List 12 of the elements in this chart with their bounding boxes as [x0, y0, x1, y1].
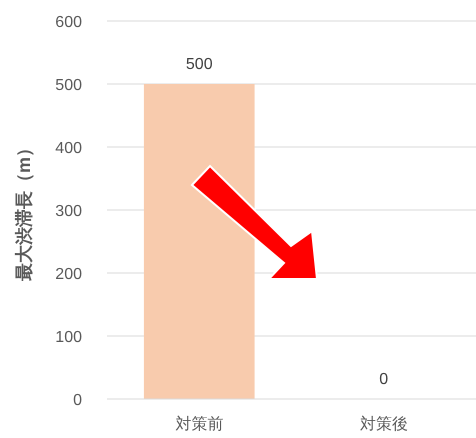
- y-tick-label: 200: [55, 266, 82, 283]
- y-tick-label: 500: [55, 77, 82, 94]
- y-tick-label: 100: [55, 329, 82, 346]
- data-label: 500: [186, 56, 213, 73]
- y-tick-label: 400: [55, 140, 82, 157]
- x-tick-label: 対策後: [360, 415, 408, 433]
- data-label: 0: [379, 371, 388, 388]
- y-tick-label: 600: [55, 14, 82, 31]
- x-tick-label: 対策前: [175, 415, 224, 433]
- y-tick-label: 300: [55, 203, 82, 220]
- y-axis-title: 最大渋滞長（m）: [14, 138, 34, 282]
- y-tick-label: 0: [73, 392, 82, 409]
